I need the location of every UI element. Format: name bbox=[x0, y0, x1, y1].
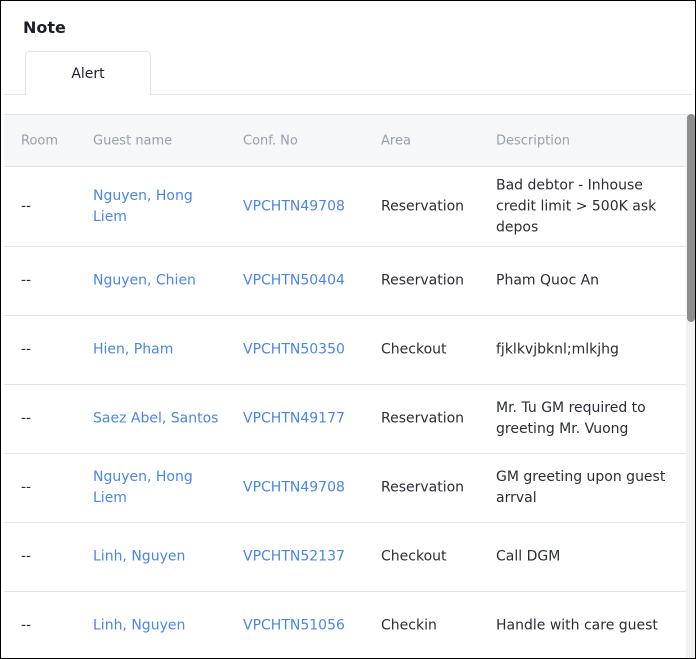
table-row[interactable]: -- Linh, Nguyen VPCHTN51056 Checkin Handle w… bbox=[4, 592, 686, 658]
tab-divider bbox=[4, 94, 692, 95]
conf-no-link[interactable]: VPCHTN50350 bbox=[243, 341, 345, 358]
guest-name-link[interactable]: Nguyen, Hong Liem bbox=[93, 187, 193, 225]
area-cell: Checkin bbox=[381, 617, 437, 634]
area-cell: Reservation bbox=[381, 272, 465, 289]
room-cell: -- bbox=[21, 548, 32, 565]
table-row[interactable]: -- Nguyen, Chien VPCHTN50404 Reservation Pha… bbox=[4, 247, 686, 316]
column-header-room[interactable]: Room bbox=[21, 133, 59, 148]
room-cell: -- bbox=[21, 341, 32, 358]
guest-name-link[interactable]: Nguyen, Chien bbox=[93, 272, 196, 289]
conf-no-link[interactable]: VPCHTN51056 bbox=[243, 617, 345, 634]
area-cell: Checkout bbox=[381, 548, 447, 565]
guest-name-link[interactable]: Linh, Nguyen bbox=[93, 617, 186, 634]
guest-name-link[interactable]: Nguyen, Hong Liem bbox=[93, 469, 193, 506]
description-cell: Call DGM bbox=[496, 548, 561, 565]
area-cell: Checkout bbox=[381, 341, 447, 358]
table-row[interactable]: -- Nguyen, Hong Liem VPCHTN49708 Reservatio… bbox=[4, 167, 686, 247]
conf-no-link[interactable]: VPCHTN50404 bbox=[243, 272, 345, 289]
column-header-conf[interactable]: Conf. No bbox=[243, 133, 298, 148]
area-cell: Reservation bbox=[381, 410, 465, 427]
room-cell: -- bbox=[21, 617, 32, 634]
guest-name-link[interactable]: Saez Abel, Santos bbox=[93, 410, 219, 427]
column-header-area[interactable]: Area bbox=[381, 133, 411, 148]
area-cell: Reservation bbox=[381, 479, 465, 496]
area-cell: Reservation bbox=[381, 198, 465, 214]
scrollbar[interactable] bbox=[686, 114, 695, 658]
description-cell: Handle with care guest bbox=[496, 617, 658, 634]
description-cell: Bad debtor - Inhouse credit limit > 500K… bbox=[496, 177, 657, 235]
table-header: Room Guest name Conf. No Area Descriptio… bbox=[4, 114, 686, 167]
scrollbar-thumb[interactable] bbox=[687, 114, 695, 322]
table-row[interactable]: -- Nguyen, Hong Liem VPCHTN49708 Reservatio… bbox=[4, 454, 686, 523]
conf-no-link[interactable]: VPCHTN49177 bbox=[243, 410, 345, 427]
description-cell: fjklkvjbknl;mlkjhg bbox=[496, 341, 619, 358]
table-row[interactable]: -- Linh, Nguyen VPCHTN52137 Checkout Call DG… bbox=[4, 523, 686, 592]
description-cell: Pham Quoc An bbox=[496, 272, 600, 289]
guest-name-link[interactable]: Hien, Pham bbox=[93, 341, 174, 358]
column-header-guest[interactable]: Guest name bbox=[93, 133, 173, 148]
conf-no-link[interactable]: VPCHTN52137 bbox=[243, 548, 345, 565]
panel-title: Note bbox=[23, 18, 66, 37]
room-cell: -- bbox=[21, 272, 32, 289]
description-cell: Mr. Tu GM required to greeting Mr. Vuong bbox=[496, 400, 646, 437]
conf-no-link[interactable]: VPCHTN49708 bbox=[243, 198, 345, 214]
description-cell: GM greeting upon guest arrval bbox=[496, 469, 666, 506]
room-cell: -- bbox=[21, 410, 32, 427]
room-cell: -- bbox=[21, 479, 32, 496]
conf-no-link[interactable]: VPCHTN49708 bbox=[243, 479, 345, 496]
tab-alert[interactable]: Alert bbox=[25, 51, 151, 95]
table-row[interactable]: -- Saez Abel, Santos VPCHTN49177 Reservatio… bbox=[4, 385, 686, 454]
table-row[interactable]: -- Hien, Pham VPCHTN50350 Checkout fjklkvjbk… bbox=[4, 316, 686, 385]
alert-table: Room Guest name Conf. No Area Descriptio… bbox=[4, 114, 686, 658]
room-cell: -- bbox=[21, 198, 32, 214]
guest-name-link[interactable]: Linh, Nguyen bbox=[93, 548, 186, 565]
column-header-description[interactable]: Description bbox=[496, 133, 571, 148]
